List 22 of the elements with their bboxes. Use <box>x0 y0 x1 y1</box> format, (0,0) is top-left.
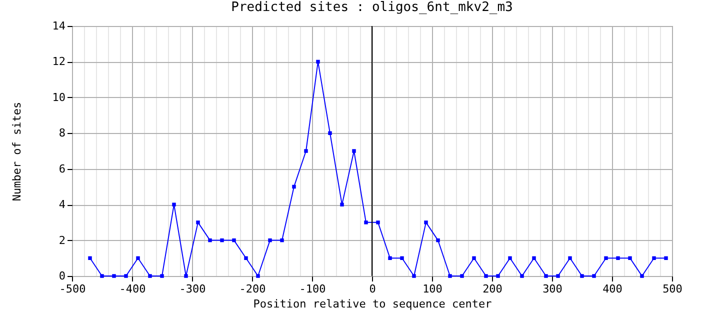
x-tick-label: 500 <box>662 282 682 296</box>
y-axis-title: Number of sites <box>10 102 24 202</box>
x-axis-title: Position relative to sequence center <box>253 298 492 310</box>
x-tick-label: -200 <box>239 282 266 296</box>
y-tick-label: 6 <box>58 162 66 176</box>
x-tick-label: 0 <box>369 282 376 296</box>
y-tick-label: 10 <box>52 90 66 104</box>
x-tick-label: 100 <box>422 282 442 296</box>
x-tick-label: -500 <box>59 282 86 296</box>
y-tick-label: 12 <box>52 55 66 68</box>
chart-title: Predicted sites : oligos_6nt_mkv2_m3 <box>231 0 513 15</box>
x-tick-label: 200 <box>482 282 502 296</box>
y-tick-label: 4 <box>58 198 66 212</box>
x-tick-label: 300 <box>542 282 562 296</box>
y-tick-label: 14 <box>52 20 66 32</box>
y-tick-label: 2 <box>58 234 66 247</box>
x-tick-label: -400 <box>119 282 146 296</box>
y-tick-label: 0 <box>58 270 66 282</box>
x-tick-label: -100 <box>299 282 326 296</box>
y-tick-label: 8 <box>58 126 66 140</box>
x-tick-label: -300 <box>179 282 206 296</box>
x-tick-label: 400 <box>602 282 622 296</box>
